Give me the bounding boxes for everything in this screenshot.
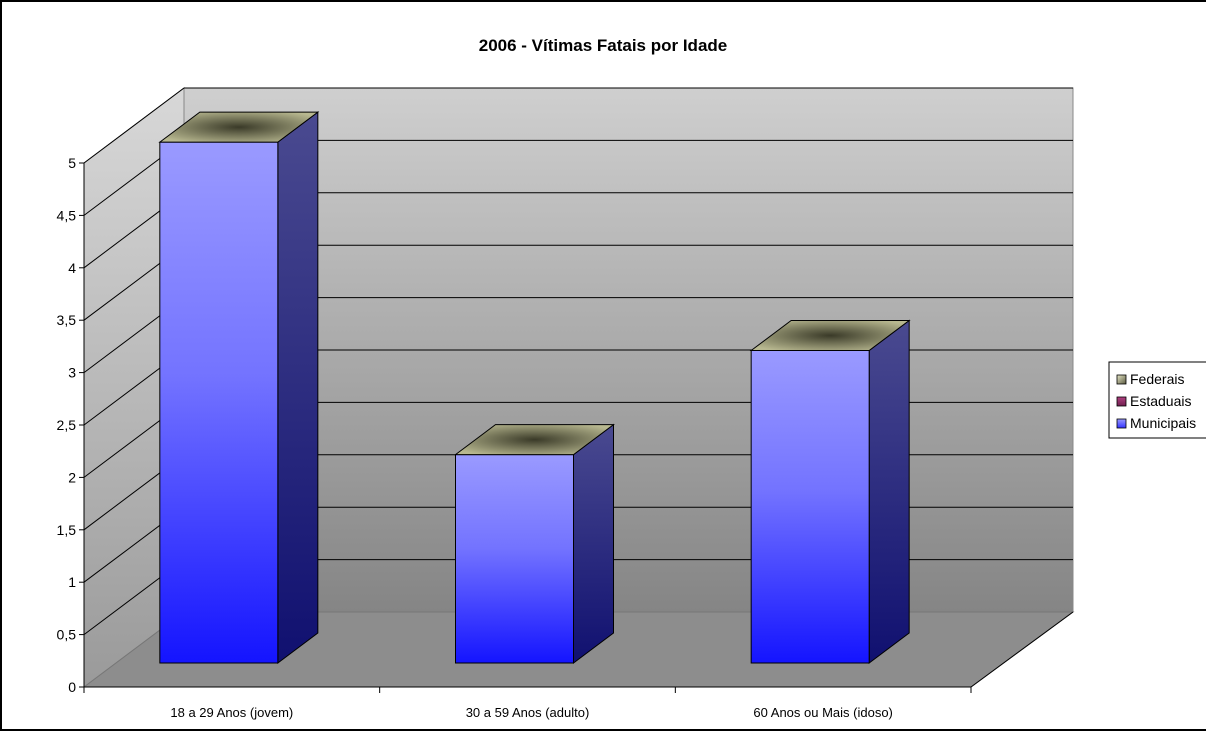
floor-edge (970, 611, 1074, 688)
x-tick-label: 60 Anos ou Mais (idoso) (753, 705, 892, 720)
bar-front (455, 454, 574, 664)
legend-swatch-estaduais (1116, 396, 1127, 407)
y-axis: 0 0,5 1 1,5 2 2,5 3 3,5 4 4,5 5 (57, 155, 85, 695)
x-axis: 18 a 29 Anos (jovem) 30 a 59 Anos (adulto… (83, 611, 1074, 720)
legend-label-estaduais: Estaduais (1130, 393, 1191, 409)
y-tick-label: 2,5 (57, 417, 77, 433)
x-tick-label: 18 a 29 Anos (jovem) (170, 705, 293, 720)
bar-side (868, 319, 910, 664)
bar-side (573, 423, 614, 664)
y-tick-label: 0,5 (57, 627, 77, 643)
bar-2 (454, 423, 615, 664)
y-tick-label: 3 (68, 365, 76, 381)
gridline-diagonal (83, 87, 185, 164)
chart-title: 2006 - Vítimas Fatais por Idade (479, 36, 727, 55)
legend-swatch-federais (1116, 374, 1127, 385)
bar-front (750, 349, 870, 664)
bar-front (159, 141, 279, 664)
y-tick-label: 4 (68, 260, 76, 276)
bar-cap (749, 319, 911, 351)
y-tick-label: 1 (68, 574, 76, 590)
y-tick-label: 3,5 (57, 312, 77, 328)
y-tick-label: 1,5 (57, 522, 77, 538)
x-tick-label: 30 a 59 Anos (adulto) (466, 705, 590, 720)
y-tick-label: 2 (68, 469, 76, 485)
legend: Federais Estaduais Municipais (1108, 361, 1206, 439)
legend-label-federais: Federais (1130, 371, 1184, 387)
legend-swatch-municipais (1116, 418, 1127, 429)
legend-label-municipais: Municipais (1130, 415, 1196, 431)
bar-cap (454, 424, 615, 456)
y-tick-label: 5 (68, 155, 76, 171)
y-tick-label: 4,5 (57, 207, 77, 223)
bar-3 (749, 319, 911, 664)
bars (158, 111, 911, 664)
y-tick-label: 0 (68, 679, 76, 695)
bar-side (277, 111, 319, 664)
bar-1 (158, 111, 320, 664)
bar-cap (158, 111, 320, 143)
